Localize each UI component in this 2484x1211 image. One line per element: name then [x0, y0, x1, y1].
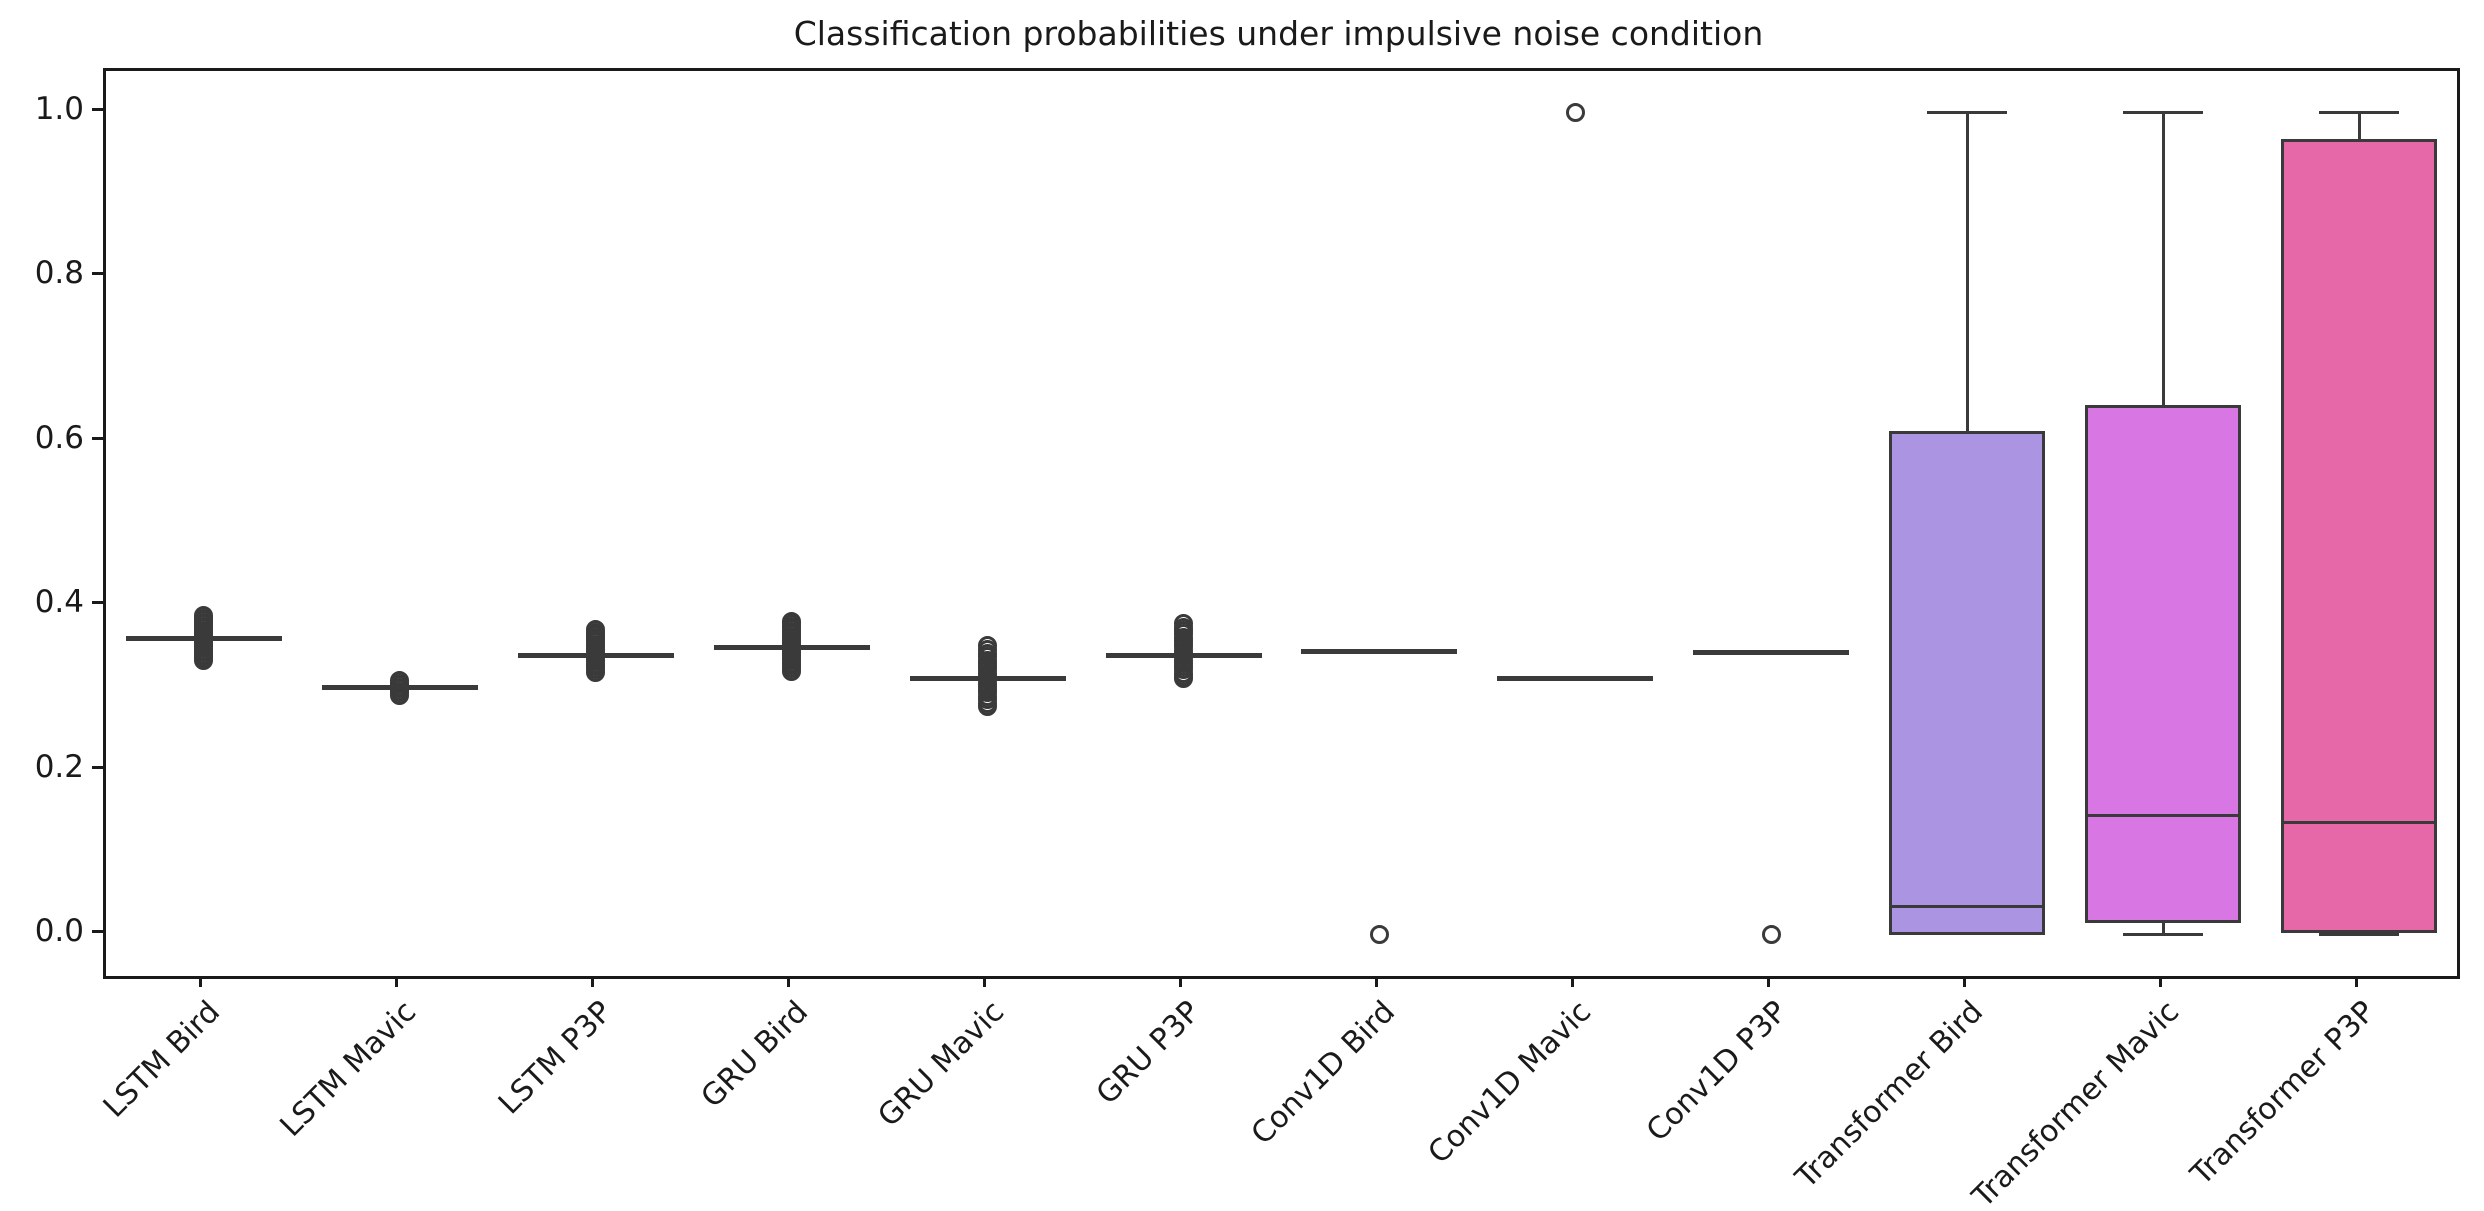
- x-tick-mark: [1374, 976, 1378, 987]
- x-tick-label-gru-bird: GRU Bird: [694, 994, 815, 1115]
- y-tick-label: 0.0: [34, 913, 84, 950]
- y-tick-label: 0.2: [34, 748, 84, 785]
- x-tick-mark: [1766, 976, 1770, 987]
- box-transformer-mavic: [2085, 405, 2242, 923]
- x-tick-mark: [983, 976, 987, 987]
- whisker-high-transformer-p3p: [2357, 112, 2361, 140]
- cap-high-transformer-p3p: [2319, 110, 2400, 114]
- y-tick-mark: [92, 107, 103, 111]
- x-tick-label-conv1d-bird: Conv1D Bird: [1245, 994, 1403, 1152]
- y-tick-mark: [92, 765, 103, 769]
- median-transformer-mavic: [2088, 814, 2239, 818]
- x-tick-label-lstm-bird: LSTM Bird: [96, 994, 228, 1125]
- whisker-low-transformer-mavic: [2161, 922, 2165, 935]
- x-tick-mark: [1570, 976, 1574, 987]
- box-transformer-bird: [1889, 431, 2046, 935]
- y-tick-mark: [92, 930, 103, 934]
- outlier-conv1d-bird: [1369, 925, 1389, 945]
- x-tick-mark: [1962, 976, 1966, 987]
- cap-low-transformer-p3p: [2319, 933, 2400, 937]
- x-tick-mark: [199, 976, 203, 987]
- outlier-gru-p3p: [1174, 669, 1194, 689]
- whisker-high-transformer-mavic: [2161, 112, 2165, 406]
- y-tick-mark: [92, 601, 103, 605]
- y-tick-mark: [92, 272, 103, 276]
- outlier-gru-mavic: [978, 697, 998, 717]
- y-tick-label: 0.8: [34, 255, 84, 292]
- box-transformer-p3p: [2281, 139, 2438, 934]
- whisker-high-transformer-bird: [1965, 112, 1969, 432]
- outlier-lstm-bird: [194, 650, 214, 670]
- cap-high-transformer-bird: [1927, 110, 2008, 114]
- outlier-conv1d-mavic: [1565, 102, 1585, 122]
- x-tick-label-transformer-p3p: Transformer P3P: [2184, 994, 2383, 1193]
- y-tick-mark: [92, 436, 103, 440]
- cap-high-transformer-mavic: [2123, 110, 2204, 114]
- x-tick-mark: [2158, 976, 2162, 987]
- x-tick-label-conv1d-p3p: Conv1D P3P: [1640, 994, 1795, 1149]
- chart-title: Classification probabilities under impul…: [793, 14, 1764, 53]
- x-tick-label-lstm-p3p: LSTM P3P: [491, 994, 619, 1122]
- outlier-gru-bird: [782, 662, 802, 682]
- outlier-lstm-p3p: [586, 662, 606, 682]
- box-conv1d-mavic: [1497, 676, 1654, 682]
- plot-area: [103, 68, 2460, 979]
- x-tick-label-lstm-mavic: LSTM Mavic: [273, 994, 423, 1144]
- y-tick-label: 0.6: [34, 419, 84, 456]
- x-tick-label-gru-p3p: GRU P3P: [1089, 994, 1207, 1112]
- outlier-conv1d-p3p: [1761, 925, 1781, 945]
- median-transformer-p3p: [2284, 820, 2435, 824]
- box-conv1d-p3p: [1693, 650, 1850, 656]
- box-conv1d-bird: [1301, 649, 1458, 655]
- x-tick-mark: [591, 976, 595, 987]
- y-tick-label: 1.0: [34, 90, 84, 127]
- x-tick-mark: [787, 976, 791, 987]
- y-tick-label: 0.4: [34, 584, 84, 621]
- x-tick-mark: [1179, 976, 1183, 987]
- cap-low-transformer-mavic: [2123, 933, 2204, 937]
- x-tick-label-gru-mavic: GRU Mavic: [871, 994, 1011, 1134]
- median-transformer-bird: [1892, 904, 2043, 908]
- x-tick-label-conv1d-mavic: Conv1D Mavic: [1421, 994, 1599, 1171]
- outlier-lstm-mavic: [390, 685, 410, 705]
- x-tick-label-transformer-mavic: Transformer Mavic: [1965, 994, 2187, 1211]
- x-tick-mark: [2354, 976, 2358, 987]
- x-tick-mark: [395, 976, 399, 987]
- x-tick-label-transformer-bird: Transformer Bird: [1789, 994, 1991, 1196]
